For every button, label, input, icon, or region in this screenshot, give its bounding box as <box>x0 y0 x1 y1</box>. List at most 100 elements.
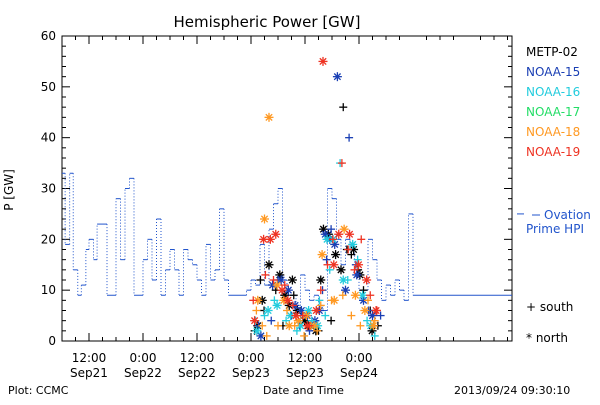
marker-stroke <box>330 261 338 269</box>
marker-legend-south: + south <box>526 300 573 314</box>
legend-entry: NOAA-19 <box>526 145 580 159</box>
south-marker <box>325 265 334 274</box>
marker-stroke <box>330 296 338 304</box>
north-marker <box>362 275 372 285</box>
south-marker <box>347 311 356 320</box>
north-marker <box>264 260 274 270</box>
south-marker <box>289 291 298 300</box>
south-marker <box>366 291 375 300</box>
x-tick-date: Sep22 <box>178 366 216 380</box>
x-axis-label: Date and Time <box>263 384 344 397</box>
legend-entry: NOAA-16 <box>526 85 580 99</box>
x-tick-date: Sep22 <box>124 366 162 380</box>
south-marker <box>363 316 372 325</box>
y-tick-label: 0 <box>48 334 56 348</box>
marker-stroke <box>284 296 292 304</box>
south-marker <box>262 331 271 340</box>
satellite-points <box>249 56 385 341</box>
marker-stroke <box>353 271 361 279</box>
y-axis-label: P [GW] <box>2 169 16 211</box>
south-marker <box>356 321 365 330</box>
north-marker <box>360 306 370 315</box>
south-marker <box>316 286 325 295</box>
north-marker <box>352 270 362 280</box>
south-marker <box>316 301 325 310</box>
north-marker <box>283 285 293 295</box>
north-marker <box>368 321 378 331</box>
marker-stroke <box>363 276 371 284</box>
marker-stroke <box>317 276 325 284</box>
north-marker <box>322 234 332 244</box>
marker-stroke <box>358 291 367 299</box>
south-marker <box>370 316 379 325</box>
marker-stroke <box>337 266 345 274</box>
north-marker <box>250 316 260 326</box>
north-marker <box>309 321 319 331</box>
marker-stroke <box>284 286 292 294</box>
marker-stroke <box>296 322 305 330</box>
north-marker <box>336 265 346 275</box>
north-marker <box>371 306 381 315</box>
marker-stroke <box>310 322 318 330</box>
south-marker <box>364 296 372 305</box>
y-tick-label: 20 <box>41 232 56 246</box>
south-marker <box>256 276 265 284</box>
north-marker <box>260 214 269 224</box>
south-marker <box>300 331 309 340</box>
marker-stroke <box>265 261 273 269</box>
x-tick-date: Sep23 <box>286 366 324 380</box>
marker-stroke <box>257 332 265 340</box>
marker-stroke <box>250 317 259 325</box>
marker-stroke <box>318 250 326 259</box>
x-tick-date: Sep24 <box>340 366 378 380</box>
north-marker <box>350 290 360 300</box>
south-marker <box>267 316 276 325</box>
north-marker <box>331 250 341 260</box>
north-marker <box>316 275 326 285</box>
south-marker <box>258 321 267 330</box>
marker-stroke <box>253 327 261 335</box>
north-marker <box>317 250 327 260</box>
marker-stroke <box>349 240 357 249</box>
south-marker <box>283 306 291 315</box>
marker-stroke <box>265 113 273 121</box>
marker-stroke <box>278 286 286 294</box>
marker-stroke <box>292 311 300 320</box>
marker-stroke <box>339 276 347 284</box>
south-marker <box>359 286 368 295</box>
north-marker <box>252 326 262 336</box>
north-marker <box>291 311 301 321</box>
marker-stroke <box>368 327 376 335</box>
y-axis: 0 10 20 30 40 50 60 <box>41 29 512 348</box>
marker-stroke <box>260 215 269 223</box>
y-tick-label: 60 <box>41 29 56 43</box>
ovation-legend-label: Prime HPI <box>526 222 584 236</box>
south-marker <box>350 265 359 274</box>
legend-entry: METP-02 <box>526 45 578 59</box>
marker-stroke <box>303 322 311 330</box>
south-marker <box>249 296 258 305</box>
south-marker <box>328 235 337 244</box>
y-tick-label: 10 <box>41 283 56 297</box>
marker-stroke <box>273 301 281 310</box>
south-marker <box>370 331 379 340</box>
north-marker <box>259 234 269 244</box>
marker-stroke <box>368 311 377 320</box>
footer-timestamp: 2013/09/24 09:30:10 <box>454 384 571 397</box>
legend-entry: NOAA-17 <box>526 105 580 119</box>
south-marker <box>337 159 346 168</box>
south-marker <box>274 321 282 330</box>
x-tick-time: 0:00 <box>346 351 373 365</box>
marker-stroke <box>331 240 339 249</box>
north-marker <box>338 275 348 285</box>
marker-stroke <box>369 322 378 330</box>
north-marker <box>345 229 355 239</box>
marker-stroke <box>333 73 342 81</box>
x-tick-time: 12:00 <box>180 351 215 365</box>
marker-stroke <box>259 235 268 243</box>
marker-legend-north: * north <box>526 331 568 345</box>
marker-stroke <box>354 261 363 269</box>
south-marker <box>252 306 261 315</box>
marker-stroke <box>277 276 285 284</box>
